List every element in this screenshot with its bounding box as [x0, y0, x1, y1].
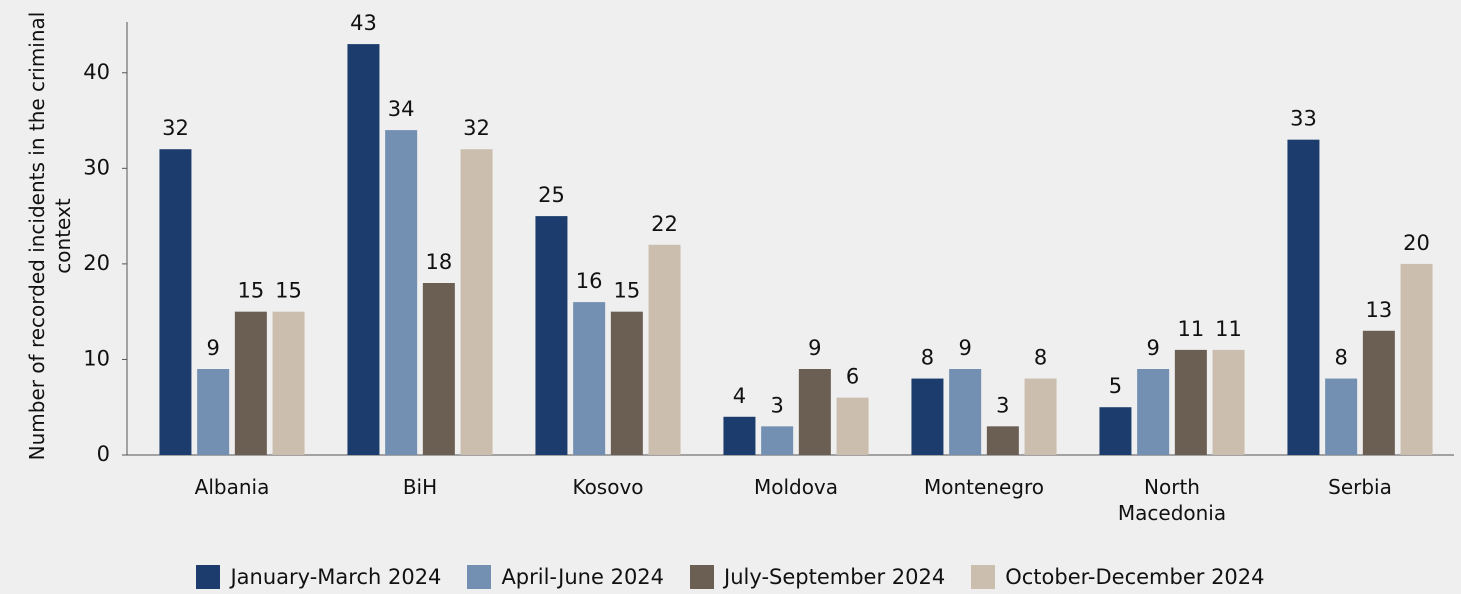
data-label: 32 — [162, 116, 189, 140]
data-label: 15 — [275, 279, 302, 303]
legend: January-March 2024 April-June 2024 July-Se… — [0, 565, 1461, 589]
bar — [272, 311, 305, 455]
data-label: 32 — [463, 116, 490, 140]
data-label: 9 — [958, 336, 971, 360]
bar — [1137, 369, 1170, 455]
data-label: 34 — [388, 97, 415, 121]
data-label: 43 — [350, 11, 377, 35]
data-label: 15 — [237, 279, 264, 303]
legend-label: October-December 2024 — [1005, 565, 1265, 589]
data-label: 11 — [1177, 317, 1204, 341]
data-label: 33 — [1290, 107, 1317, 131]
y-tick-label: 30 — [83, 155, 110, 179]
data-label: 8 — [1034, 346, 1047, 370]
data-label: 4 — [733, 384, 746, 408]
bar — [1099, 407, 1132, 455]
data-label: 5 — [1109, 374, 1122, 398]
legend-swatch — [467, 565, 492, 589]
bar — [1400, 263, 1433, 455]
data-label: 9 — [808, 336, 821, 360]
bar — [385, 130, 418, 455]
bar — [460, 149, 493, 455]
y-tick-label: 0 — [97, 442, 110, 466]
x-tick-label: BiH — [402, 475, 438, 499]
data-label: 11 — [1215, 317, 1242, 341]
data-label: 13 — [1365, 298, 1392, 322]
bar — [1174, 349, 1207, 455]
data-label: 8 — [921, 346, 934, 370]
bar — [949, 369, 982, 455]
legend-item: July-September 2024 — [690, 565, 945, 589]
bar — [234, 311, 267, 455]
bar — [723, 416, 756, 455]
bar — [197, 369, 230, 455]
bar — [610, 311, 643, 455]
data-label: 22 — [651, 212, 678, 236]
legend-item: April-June 2024 — [467, 565, 664, 589]
x-tick-label: Moldova — [753, 475, 839, 499]
data-label: 3 — [996, 393, 1009, 417]
bar — [1362, 330, 1395, 455]
y-axis-label: Number of recorded incidents in the crim… — [25, 11, 75, 461]
data-label: 16 — [576, 269, 603, 293]
bar — [159, 149, 192, 455]
y-tick-label: 40 — [83, 60, 110, 84]
y-tick-label: 10 — [83, 346, 110, 370]
x-tick-label: Kosovo — [572, 475, 644, 499]
legend-label: July-September 2024 — [724, 565, 946, 589]
legend-swatch — [971, 565, 996, 589]
y-tick-label: 20 — [83, 251, 110, 275]
bar — [1212, 349, 1245, 455]
data-label: 9 — [1146, 336, 1159, 360]
data-label: 8 — [1334, 346, 1347, 370]
legend-label: April-June 2024 — [501, 565, 665, 589]
legend-swatch — [690, 565, 715, 589]
bar — [347, 44, 380, 455]
bar — [1024, 378, 1057, 455]
data-label: 6 — [846, 365, 859, 389]
data-label: 20 — [1403, 231, 1430, 255]
bar — [422, 283, 455, 455]
data-label: 3 — [770, 393, 783, 417]
x-tick-label: North Macedonia — [1117, 475, 1227, 525]
bar — [573, 302, 606, 455]
data-label: 25 — [538, 183, 565, 207]
legend-swatch — [196, 565, 221, 589]
bar — [911, 378, 944, 455]
x-tick-label: Serbia — [1328, 475, 1392, 499]
legend-label: January-March 2024 — [230, 565, 442, 589]
bar — [761, 426, 794, 455]
bar — [648, 244, 681, 455]
bar — [798, 369, 831, 455]
legend-item: January-March 2024 — [196, 565, 441, 589]
legend-item: October-December 2024 — [971, 565, 1265, 589]
data-label: 15 — [613, 279, 640, 303]
data-label: 18 — [425, 250, 452, 274]
bar — [535, 216, 568, 455]
bar — [1287, 139, 1320, 455]
bar — [986, 426, 1019, 455]
bar — [1325, 378, 1358, 455]
bar — [836, 397, 869, 455]
x-tick-label: Montenegro — [923, 475, 1044, 499]
data-label: 9 — [206, 336, 219, 360]
x-tick-label: Albania — [194, 475, 270, 499]
